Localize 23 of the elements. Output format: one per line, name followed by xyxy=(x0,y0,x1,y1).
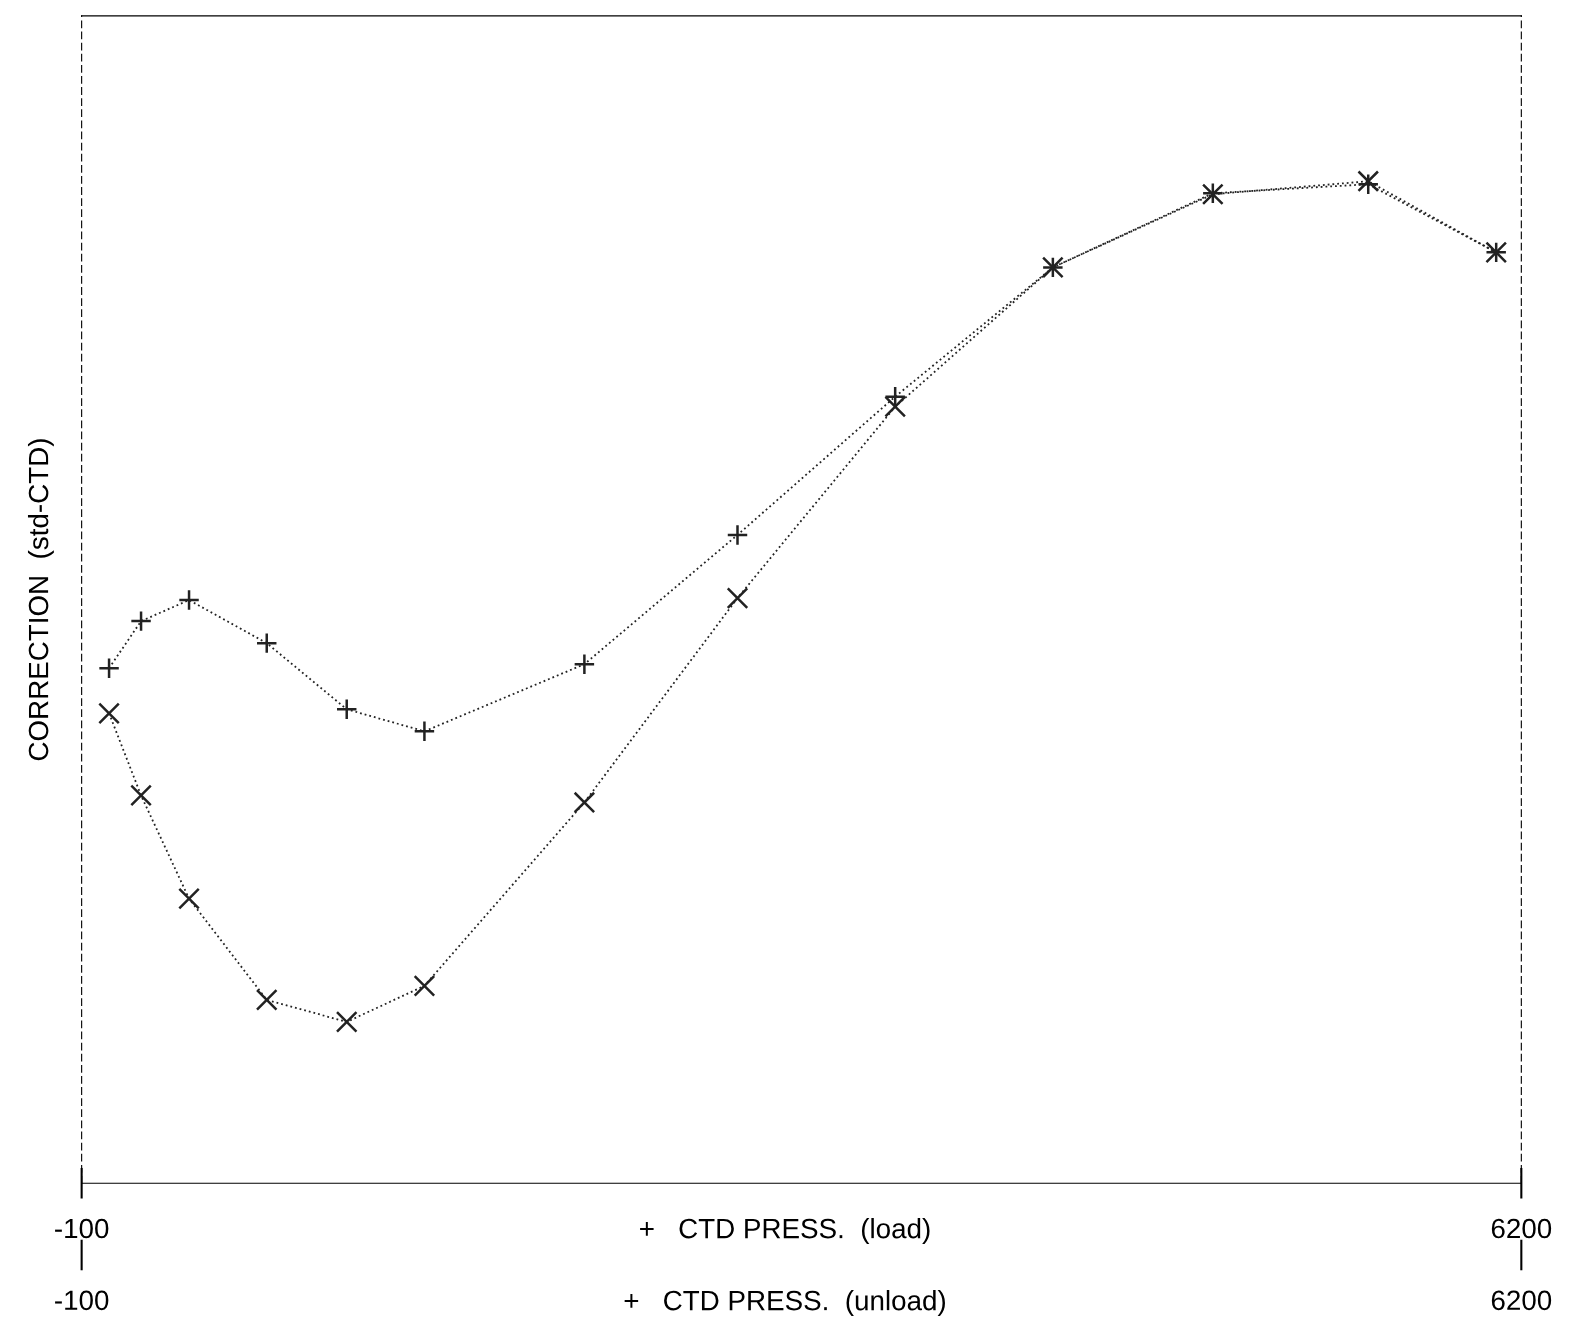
point xyxy=(255,988,278,1011)
point xyxy=(884,385,907,408)
point xyxy=(178,887,201,910)
point xyxy=(98,702,121,725)
point xyxy=(98,657,121,680)
point xyxy=(573,791,596,814)
point xyxy=(573,653,596,676)
point xyxy=(178,589,201,612)
point xyxy=(413,720,436,743)
point xyxy=(726,587,749,610)
point xyxy=(884,395,907,418)
point xyxy=(255,632,278,655)
point xyxy=(130,784,153,807)
point xyxy=(726,523,749,546)
x2-axis-title: + CTD PRESS. (unload) xyxy=(624,1290,945,1316)
point xyxy=(335,698,358,721)
x-axis-title: + CTD PRESS. (load) xyxy=(640,1218,930,1244)
point xyxy=(413,974,436,997)
x2-tick-label: 6200 xyxy=(1491,1290,1552,1311)
y-axis-title: CORRECTION (std-CTD) xyxy=(27,439,54,761)
x2-tick-label: -100 xyxy=(55,1290,109,1311)
point xyxy=(335,1010,358,1033)
point xyxy=(130,610,153,633)
